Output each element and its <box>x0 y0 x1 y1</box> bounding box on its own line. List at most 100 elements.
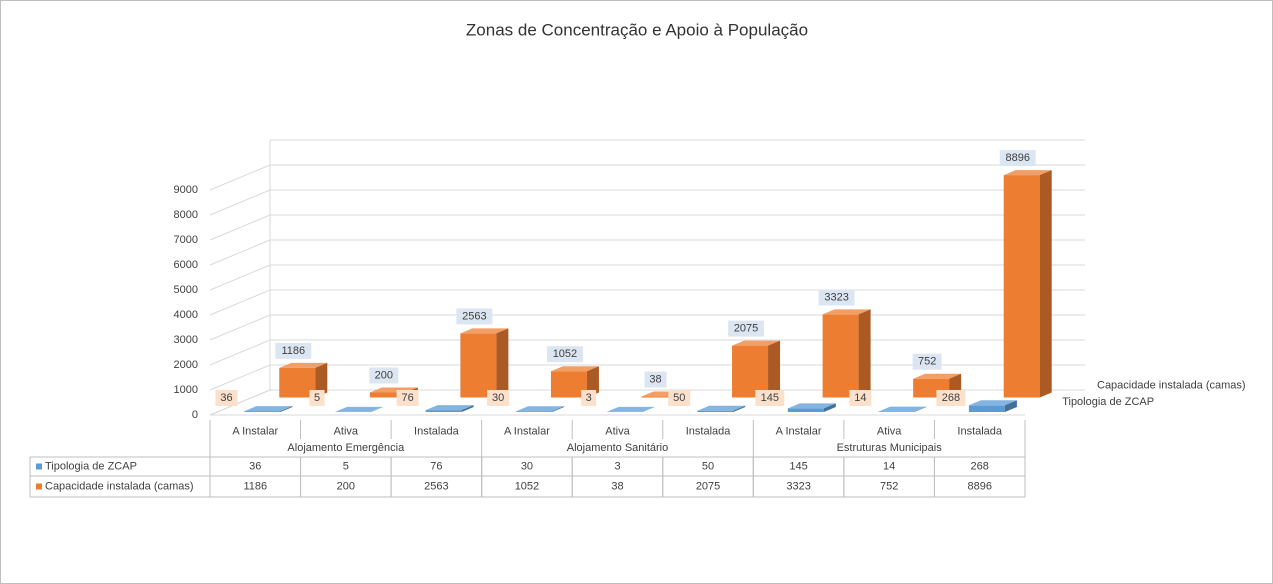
data-label: 145 <box>761 392 779 404</box>
table-cell: 36 <box>249 460 261 472</box>
bar-top <box>244 406 293 412</box>
table-cell: 752 <box>880 480 898 492</box>
table-cell: 38 <box>611 480 623 492</box>
table-cell: 145 <box>789 460 807 472</box>
data-label: 8896 <box>1005 152 1029 164</box>
bar-top <box>550 366 599 372</box>
legend-label: Tipologia de ZCAP <box>1062 396 1154 408</box>
bar-side <box>586 366 599 398</box>
bar <box>878 406 927 412</box>
data-label-bg <box>936 390 966 406</box>
bar-side <box>1039 170 1052 398</box>
bar <box>335 406 384 412</box>
x-tick-label: Ativa <box>334 425 359 437</box>
x-tick-label: Instalada <box>686 425 732 437</box>
bar-front <box>550 371 587 398</box>
table-cell: 200 <box>337 480 355 492</box>
bar-front <box>1003 175 1040 398</box>
grid-line <box>209 214 1085 241</box>
data-label-bg <box>849 390 872 406</box>
bar-front <box>641 396 678 398</box>
data-label-bg <box>369 367 399 384</box>
bar-top <box>913 373 962 379</box>
table-cell: 14 <box>883 460 895 472</box>
bar-side <box>733 405 746 412</box>
bar-front <box>697 410 734 412</box>
data-label-bg <box>309 390 325 406</box>
grid-line <box>209 389 1085 416</box>
data-label: 200 <box>375 369 393 381</box>
bar <box>550 366 599 398</box>
x-tick-label: A Instalar <box>504 425 550 437</box>
data-label: 1052 <box>553 348 577 360</box>
table-cell: 50 <box>702 460 714 472</box>
table-cell: 3323 <box>786 480 810 492</box>
table-row-label: Capacidade instalada (camas) <box>45 480 194 492</box>
y-tick-label: 6000 <box>174 259 198 271</box>
bar-top <box>516 406 565 412</box>
bar-top <box>878 406 927 412</box>
bar-top <box>606 406 655 412</box>
bar-side <box>768 340 781 398</box>
table-cell: 1186 <box>243 480 267 492</box>
bar-side <box>496 328 509 398</box>
bar-front <box>516 411 553 412</box>
grid-line <box>209 164 1085 191</box>
bar-top <box>968 400 1017 406</box>
bar-front <box>279 367 316 398</box>
y-tick-label: 8000 <box>174 209 198 221</box>
data-label-bg <box>456 308 493 325</box>
data-label: 2075 <box>734 323 758 335</box>
bar-side <box>280 406 293 412</box>
bar <box>968 400 1017 412</box>
y-tick-label: 4000 <box>174 309 198 321</box>
legend-key <box>36 463 42 470</box>
data-label: 38 <box>649 373 661 385</box>
data-label: 3323 <box>824 291 848 303</box>
data-label: 50 <box>673 392 685 404</box>
bar-front <box>369 392 406 398</box>
grid-line <box>209 339 1085 366</box>
data-label: 14 <box>854 392 866 404</box>
grid-line <box>209 239 1085 266</box>
data-label-bg <box>912 353 942 370</box>
y-tick-label: 5000 <box>174 284 198 296</box>
bar-side <box>552 406 565 412</box>
legend-key <box>36 483 42 490</box>
table-cell: 268 <box>971 460 989 472</box>
bar <box>460 328 509 398</box>
grid-line <box>209 189 1085 216</box>
group-label: Estruturas Municipais <box>837 442 943 454</box>
data-label-bg <box>999 150 1036 167</box>
legend-label: Capacidade instalada (camas) <box>1097 379 1246 391</box>
grid-line <box>209 314 1085 341</box>
bar-front <box>732 345 769 398</box>
data-label-bg <box>644 371 667 388</box>
data-label: 268 <box>942 392 960 404</box>
bar-top <box>425 405 474 411</box>
x-tick-label: A Instalar <box>232 425 278 437</box>
bar-side <box>858 309 871 398</box>
bar-front <box>787 408 824 412</box>
bar-top <box>279 362 328 368</box>
bar-top <box>787 403 836 409</box>
bar <box>279 362 328 398</box>
y-tick-label: 3000 <box>174 334 198 346</box>
grid-line <box>209 289 1085 316</box>
bar-side <box>642 406 655 412</box>
x-tick-label: Ativa <box>605 425 630 437</box>
bar-top <box>460 328 509 334</box>
data-label-bg <box>546 346 583 363</box>
bar-top <box>732 340 781 346</box>
table-cell: 2563 <box>424 480 448 492</box>
y-tick-label: 7000 <box>174 234 198 246</box>
bar-front <box>244 411 281 412</box>
grid-line <box>209 364 1085 391</box>
bar-front <box>822 314 859 398</box>
x-tick-label: A Instalar <box>776 425 822 437</box>
bar-top <box>1003 170 1052 176</box>
bar-side <box>461 405 474 412</box>
y-tick-label: 0 <box>192 409 198 421</box>
bar-front <box>425 410 462 412</box>
